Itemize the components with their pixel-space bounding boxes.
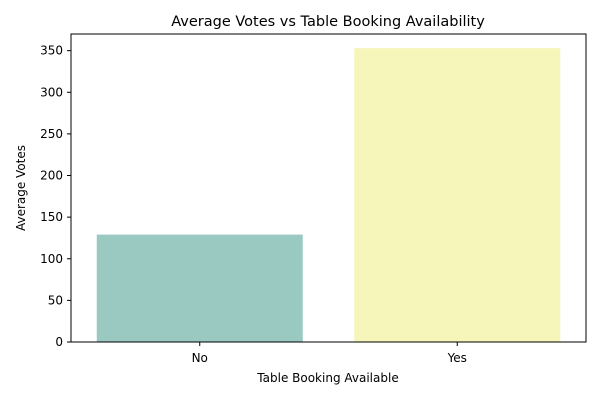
y-tick-label: 300 [40, 85, 63, 99]
bar-yes [354, 48, 561, 342]
bar-no [96, 234, 303, 342]
y-tick-label: 200 [40, 169, 63, 183]
y-tick-label: 100 [40, 252, 63, 266]
y-tick-label: 250 [40, 127, 63, 141]
x-axis-label: Table Booking Available [256, 371, 398, 385]
x-tick-label: No [192, 351, 208, 365]
y-tick-label: 150 [40, 210, 63, 224]
y-axis-label: Average Votes [14, 145, 28, 231]
x-tick-label: Yes [447, 351, 467, 365]
plot-frame [70, 33, 587, 343]
x-axis: No Yes [192, 342, 467, 365]
chart-title: Average Votes vs Table Booking Availabil… [171, 14, 485, 30]
y-tick-label: 350 [40, 44, 63, 58]
y-tick-label: 50 [48, 293, 63, 307]
y-tick-label: 0 [55, 335, 63, 349]
y-axis: 0 50 100 150 200 250 300 350 [40, 44, 71, 349]
bars-group [96, 48, 561, 342]
